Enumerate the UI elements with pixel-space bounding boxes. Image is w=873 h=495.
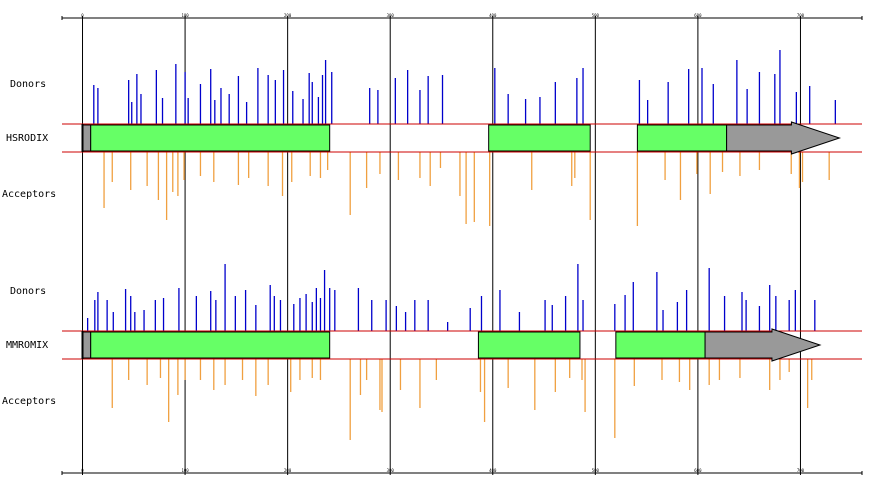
x-tick-label: 300 [387,13,395,18]
feature-arrow [704,328,822,362]
x-tick-label: 400 [489,13,497,18]
x-tick-label: 500 [592,13,600,18]
x-tick-label: 0 [81,13,84,18]
series-label: Acceptors [2,189,56,200]
feature-block [90,331,331,359]
series-label: Donors [10,79,46,90]
track-label: MMROMIX [6,340,48,351]
x-tick-label: 600 [694,13,702,18]
feature-block [636,124,728,152]
x-tick-label: 200 [284,13,292,18]
feature-block [477,331,581,359]
x-tick-label: 700 [797,13,805,18]
x-tick-label: 100 [181,13,189,18]
series-label: Donors [10,286,46,297]
feature-block [488,124,591,152]
series-label: Acceptors [2,396,56,407]
feature-block [82,331,92,359]
feature-block [90,124,331,152]
feature-arrow [726,121,842,155]
feature-block [615,331,706,359]
track-label: HSRODIX [6,133,48,144]
feature-block [82,124,92,152]
